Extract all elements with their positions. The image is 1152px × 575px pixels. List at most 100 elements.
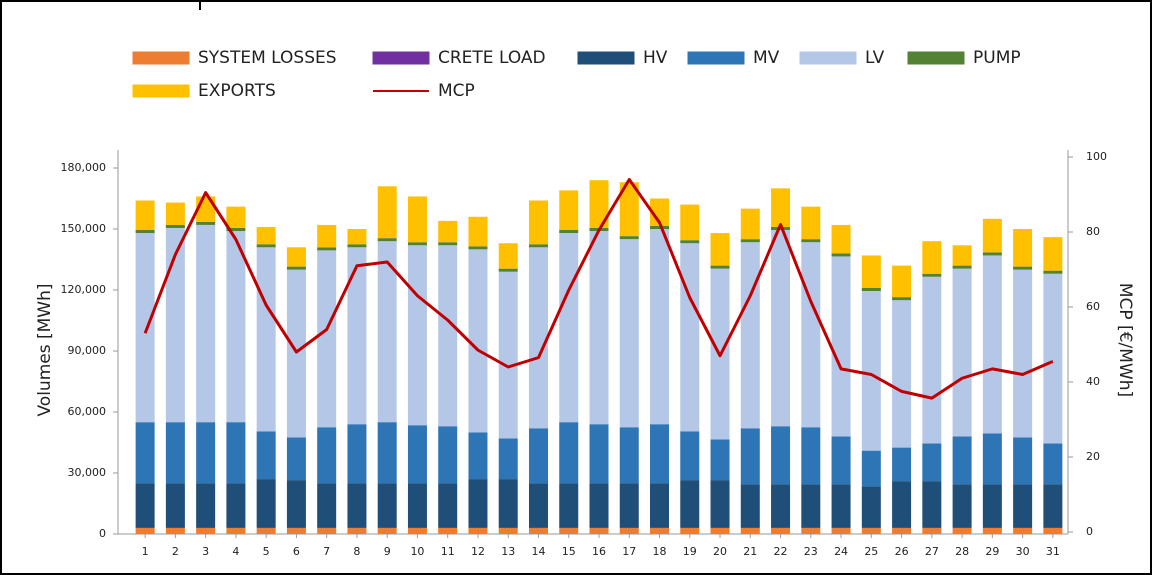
bar-segment (317, 427, 337, 484)
bar-segment (559, 230, 579, 234)
bar-segment (438, 483, 458, 528)
y-tick-label: 90,000 (68, 344, 107, 357)
bar-segment (528, 428, 548, 484)
x-tick-label: 30 (1016, 545, 1030, 558)
y-tick-label: 0 (99, 527, 106, 540)
bar-segment (831, 253, 851, 257)
bar-segment (801, 427, 821, 485)
bar-segment (831, 256, 851, 437)
bar-segment (710, 527, 730, 534)
legend-swatch (799, 51, 857, 65)
bar-segment (831, 224, 851, 254)
bar-segment (468, 432, 488, 480)
bar-segment (680, 527, 700, 534)
y2-tick-label: 20 (1086, 450, 1100, 463)
bar-segment (317, 250, 337, 428)
bar-segment (196, 422, 216, 484)
bar-segment (650, 483, 670, 528)
x-tick-label: 4 (232, 545, 239, 558)
bar-segment (861, 486, 881, 528)
x-tick-label: 24 (834, 545, 848, 558)
bar-segment (982, 218, 1002, 253)
bar-segment (952, 527, 972, 534)
bar-segment (982, 527, 1002, 534)
bar-segment (892, 481, 912, 528)
bar-segment (559, 527, 579, 534)
bar-segment (710, 480, 730, 528)
bar-segment (377, 483, 397, 528)
legend-swatch (907, 51, 965, 65)
bar-segment (256, 479, 276, 528)
legend-label: CRETE LOAD (438, 48, 546, 68)
legend-swatch (132, 84, 190, 98)
bar-segment (226, 422, 246, 484)
bar-segment (528, 200, 548, 245)
bar-segment (498, 527, 518, 534)
bar-segment (982, 252, 1002, 256)
bar-segment (468, 216, 488, 247)
bar-segment (589, 231, 609, 425)
bar-segment (468, 479, 488, 528)
bar-segment (407, 527, 427, 534)
bar-segment (407, 245, 427, 426)
y2-tick-label: 0 (1086, 525, 1093, 538)
y-axis-label: Volumes [MWh] (35, 283, 55, 416)
bar-segment (407, 425, 427, 484)
bar-segment (1013, 269, 1033, 438)
bar-segment (528, 244, 548, 248)
bar-segment (801, 527, 821, 534)
legend-swatch (132, 51, 190, 65)
bar-segment (922, 241, 942, 274)
bar-segment (952, 245, 972, 266)
bar-segment (619, 182, 639, 237)
bar-segment (922, 273, 942, 277)
bar-segment (438, 245, 458, 427)
y-tick-label: 60,000 (68, 405, 107, 418)
bar-segment (559, 190, 579, 231)
bar-segment (347, 229, 367, 245)
bar-segment (801, 206, 821, 240)
bar-segment (498, 271, 518, 439)
x-tick-label: 22 (774, 545, 788, 558)
bar-segment (892, 265, 912, 298)
bar-segment (438, 426, 458, 484)
bar-segment (740, 527, 760, 534)
bar-segment (286, 480, 306, 528)
bar-segment (165, 224, 185, 228)
legend-label: MCP (438, 81, 475, 101)
x-tick-label: 5 (263, 545, 270, 558)
bar-segment (801, 484, 821, 528)
x-tick-label: 28 (955, 545, 969, 558)
x-tick-label: 15 (562, 545, 576, 558)
bar-segment (347, 424, 367, 484)
bar-segment (347, 247, 367, 425)
bar-segment (347, 483, 367, 528)
bar-segment (135, 527, 155, 534)
bar-segment (892, 447, 912, 482)
bar-segment (438, 220, 458, 243)
bar-segment (1043, 270, 1063, 274)
bar-segment (1013, 437, 1033, 485)
bar-segment (407, 196, 427, 243)
x-tick-label: 1 (142, 545, 149, 558)
bar-segment (740, 484, 760, 528)
x-tick-label: 2 (172, 545, 179, 558)
bar-segment (317, 247, 337, 251)
bar-segment (407, 242, 427, 246)
bar-segment (196, 221, 216, 225)
bar-segment (498, 243, 518, 269)
bar-segment (498, 268, 518, 272)
legend-swatch (687, 51, 745, 65)
bar-segment (1043, 237, 1063, 271)
bar-segment (771, 230, 791, 427)
x-tick-label: 26 (895, 545, 909, 558)
bar-segment (1013, 527, 1033, 534)
bar-segment (952, 268, 972, 437)
x-tick-label: 25 (864, 545, 878, 558)
bar-segment (680, 240, 700, 244)
bar-segment (680, 204, 700, 241)
bar-segment (771, 527, 791, 534)
bar-segment (317, 224, 337, 248)
bar-segment (286, 527, 306, 534)
bar-segment (559, 483, 579, 528)
